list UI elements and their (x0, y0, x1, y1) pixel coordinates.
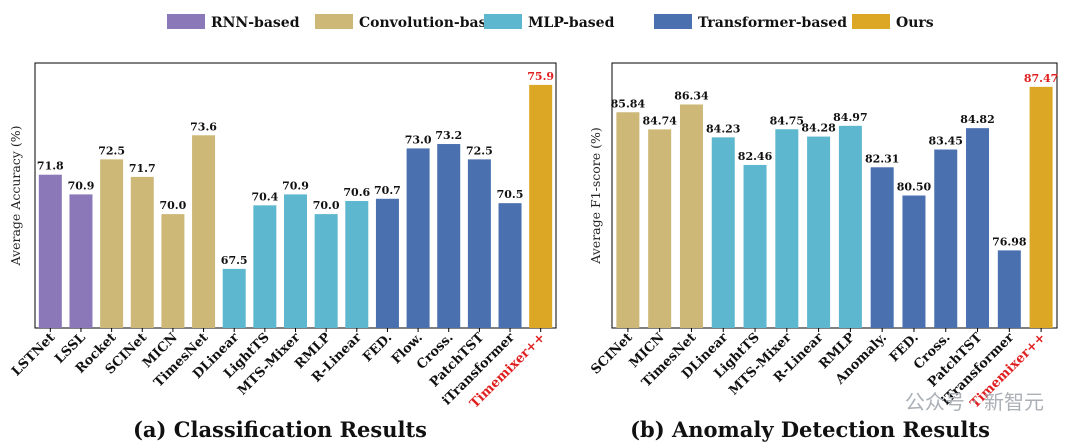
anomaly-bar (616, 112, 640, 329)
classification-value-label: 71.7 (129, 162, 156, 175)
anomaly-bar (743, 164, 767, 328)
anomaly-bar (807, 136, 831, 328)
classification-bar (161, 214, 185, 328)
classification-value-label: 72.5 (98, 144, 125, 157)
anomaly-value-label: 84.75 (770, 114, 804, 127)
anomaly-value-label: 84.23 (706, 122, 740, 135)
anomaly-bar (966, 128, 990, 328)
chart-title: (a) Classification Results (133, 417, 427, 442)
anomaly-value-label: 83.45 (929, 135, 963, 148)
chart-title: (b) Anomaly Detection Results (630, 417, 990, 442)
anomaly-bar (870, 167, 894, 328)
anomaly-value-label: 82.31 (865, 152, 899, 165)
anomaly-value-label: 87.47 (1024, 72, 1058, 85)
legend-label: Convolution-based (359, 15, 505, 31)
anomaly-value-label: 85.84 (611, 97, 646, 110)
classification-value-label: 75.9 (527, 70, 554, 83)
anomaly-bar (838, 125, 862, 328)
anomaly-value-label: 82.46 (738, 150, 773, 163)
anomaly-detection-chart: Average F1-score (%)85.84SCINet84.74MICN… (588, 62, 1058, 442)
legend-swatch (852, 14, 890, 29)
anomaly-bar (775, 129, 799, 328)
classification-value-label: 70.9 (68, 179, 95, 192)
legend-label: Ours (896, 15, 934, 31)
anomaly-value-label: 84.82 (960, 113, 994, 126)
classification-value-label: 70.5 (497, 188, 524, 201)
plot-frame (611, 62, 1058, 329)
classification-bar (437, 144, 461, 328)
classification-bar (69, 194, 93, 328)
classification-bar (222, 268, 246, 328)
classification-bar (100, 159, 124, 328)
classification-value-label: 72.5 (466, 144, 493, 157)
legend-swatch (167, 14, 205, 29)
anomaly-value-label: 84.74 (642, 114, 677, 127)
classification-bar (529, 84, 553, 329)
classification-value-label: 73.2 (435, 129, 462, 142)
classification-bar (284, 194, 307, 328)
classification-value-label: 73.0 (405, 133, 432, 146)
watermark: 公众号 · 新智元 (904, 390, 1044, 414)
anomaly-bar (934, 149, 958, 328)
classification-bar (345, 200, 369, 328)
classification-bar (406, 148, 430, 328)
legend-swatch (315, 14, 353, 29)
classification-tick-label: LSTNet (9, 330, 58, 379)
y-axis-label: Average Accuracy (%) (8, 126, 23, 267)
classification-bar (130, 176, 154, 328)
legend-swatch (484, 14, 522, 29)
classification-value-label: 71.8 (37, 160, 64, 173)
classification-chart: Average Accuracy (%) 71.8LSTNet70.9LSSL72… (8, 62, 557, 442)
classification-value-label: 67.5 (221, 254, 248, 267)
y-axis-label: Average F1-score (%) (588, 127, 603, 265)
classification-value-label: 70.6 (343, 186, 370, 199)
classification-tick-label: FED. (360, 330, 395, 365)
classification-bar (192, 135, 216, 328)
legend-label: MLP-based (528, 15, 615, 31)
classification-value-label: 70.9 (282, 179, 309, 192)
anomaly-bar (711, 137, 735, 328)
anomaly-tick-label: SCINet (588, 330, 635, 377)
anomaly-value-label: 76.98 (992, 235, 1027, 248)
anomaly-value-label: 80.50 (897, 181, 932, 194)
classification-value-label: 70.0 (313, 199, 340, 212)
classification-bar (498, 203, 522, 328)
anomaly-bar (648, 129, 672, 328)
chart-legend: RNN-based Convolution-based MLP-based Trans… (167, 14, 934, 31)
classification-value-label: 70.4 (251, 190, 278, 203)
classification-bar (38, 174, 62, 328)
anomaly-bar (902, 195, 926, 328)
classification-value-label: 70.0 (160, 199, 187, 212)
anomaly-bar (679, 104, 703, 328)
classification-bar (253, 205, 277, 328)
anomaly-bar (1029, 86, 1053, 328)
classification-bar (467, 159, 491, 328)
classification-bar (375, 198, 399, 328)
anomaly-value-label: 86.34 (674, 89, 709, 102)
anomaly-value-label: 84.97 (833, 111, 867, 124)
anomaly-value-label: 84.28 (801, 122, 836, 135)
anomaly-bar (997, 250, 1021, 328)
classification-bar (314, 214, 338, 328)
legend-swatch (654, 14, 692, 29)
legend-label: Transformer-based (698, 15, 847, 31)
classification-value-label: 73.6 (190, 120, 217, 133)
legend-label: RNN-based (211, 15, 300, 31)
classification-value-label: 70.7 (374, 184, 401, 197)
